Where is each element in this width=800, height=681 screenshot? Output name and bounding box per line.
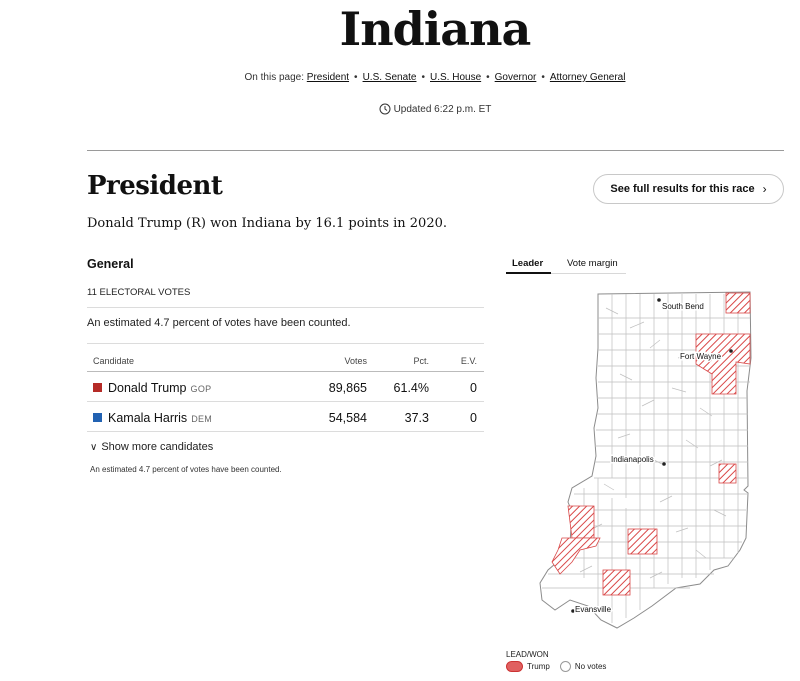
- results-table: Candidate Votes Pct. E.V. Donald Trump GO…: [87, 350, 484, 432]
- state-title: Indiana: [339, 2, 532, 56]
- candidate-cell: Donald Trump GOP: [93, 381, 211, 395]
- map-legend: Trump No votes: [506, 661, 606, 672]
- col-ev: E.V.: [460, 356, 477, 366]
- votes-cell: 54,584: [328, 411, 367, 425]
- trump-counties: [551, 292, 751, 596]
- table-header: Candidate Votes Pct. E.V.: [87, 350, 484, 372]
- candidate-cell: Kamala Harris DEM: [93, 411, 212, 425]
- city-label-south-bend: South Bend: [662, 302, 704, 311]
- party-swatch: [93, 413, 102, 422]
- full-results-label: See full results for this race: [610, 183, 755, 195]
- updated-timestamp: Updated 6:22 p.m. ET: [0, 103, 800, 118]
- table-row: Kamala Harris DEM 54,584 37.3 0: [87, 402, 484, 432]
- link-us-house[interactable]: U.S. House: [430, 72, 482, 83]
- divider: [87, 307, 484, 308]
- updated-text: Updated 6:22 p.m. ET: [393, 104, 492, 115]
- city-label-evansville: Evansville: [575, 605, 612, 614]
- section-divider: [87, 150, 784, 151]
- on-this-page-label: On this page:: [244, 72, 305, 83]
- estimate-text: An estimated 4.7 percent of votes have b…: [87, 317, 351, 329]
- col-pct: Pct.: [413, 356, 429, 366]
- race-summary: Donald Trump (R) won Indiana by 16.1 poi…: [87, 216, 448, 231]
- electoral-votes: 11 ELECTORAL VOTES: [87, 287, 191, 298]
- no-votes-legend-swatch: [559, 661, 571, 672]
- race-title: President: [87, 171, 223, 201]
- link-us-senate[interactable]: U.S. Senate: [362, 72, 417, 83]
- votes-cell: 89,865: [328, 381, 367, 395]
- city-label-fort-wayne: Fort Wayne: [680, 352, 722, 361]
- tab-rule: [506, 273, 626, 274]
- on-this-page-nav: On this page: President • U.S. Senate • U.S.…: [244, 72, 626, 83]
- pct-cell: 61.4%: [393, 381, 429, 395]
- show-more-candidates-button[interactable]: ∨ Show more candidates: [90, 441, 213, 453]
- chevron-right-icon: ›: [762, 182, 767, 196]
- clock-icon: [379, 103, 391, 118]
- pct-cell: 37.3: [404, 411, 429, 425]
- chevron-down-icon: ∨: [90, 442, 98, 453]
- party-label: GOP: [190, 384, 212, 394]
- legend-no-votes: No votes: [574, 662, 607, 671]
- trump-legend-swatch: [506, 661, 523, 672]
- col-candidate: Candidate: [93, 356, 135, 366]
- city-dot: [657, 298, 661, 302]
- party-label: DEM: [191, 414, 213, 424]
- footnote-estimate: An estimated 4.7 percent of votes have b…: [90, 465, 282, 474]
- party-swatch: [93, 383, 102, 392]
- candidate-name: Kamala Harris: [108, 411, 188, 425]
- col-votes: Votes: [344, 356, 367, 366]
- city-dot: [571, 609, 575, 613]
- active-tab-indicator: [506, 272, 551, 274]
- city-markers: [571, 298, 733, 613]
- full-results-button[interactable]: See full results for this race ›: [593, 174, 784, 204]
- ev-cell: 0: [470, 381, 477, 395]
- tab-vote-margin[interactable]: Vote margin: [567, 258, 618, 269]
- indiana-county-map[interactable]: South Bend Fort Wayne Indianapolis Evans…: [500, 288, 760, 638]
- legend-title: LEAD/WON: [506, 650, 549, 659]
- tab-leader[interactable]: Leader: [512, 258, 544, 269]
- link-president[interactable]: President: [306, 72, 350, 83]
- divider: [87, 343, 484, 344]
- link-attorney-general[interactable]: Attorney General: [549, 72, 626, 83]
- section-heading: General: [87, 257, 134, 271]
- candidate-name: Donald Trump: [108, 381, 187, 395]
- city-dot: [662, 462, 666, 466]
- ev-cell: 0: [470, 411, 477, 425]
- show-more-label: Show more candidates: [101, 441, 214, 453]
- legend-trump: Trump: [527, 662, 550, 671]
- city-label-indianapolis: Indianapolis: [611, 455, 654, 464]
- link-governor[interactable]: Governor: [494, 72, 537, 83]
- table-row: Donald Trump GOP 89,865 61.4% 0: [87, 372, 484, 402]
- city-dot: [729, 349, 733, 353]
